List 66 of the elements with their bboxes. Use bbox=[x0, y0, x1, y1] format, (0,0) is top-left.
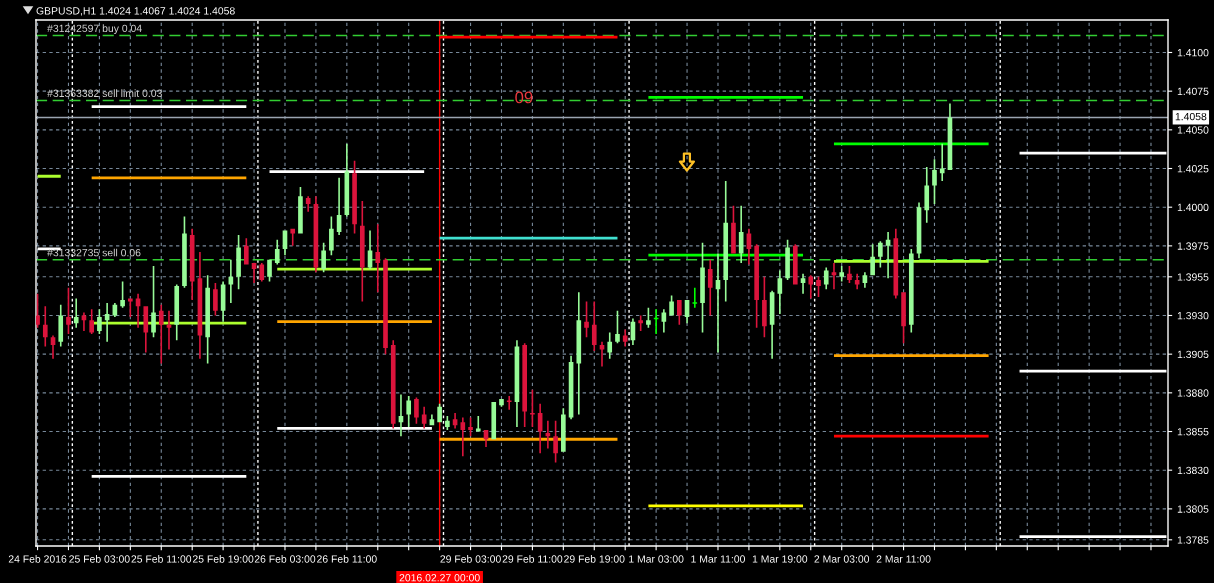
candlestick bbox=[42, 306, 48, 347]
y-tick-label: 1.3905 bbox=[1177, 350, 1209, 359]
candlestick bbox=[104, 303, 110, 342]
candlestick bbox=[135, 293, 141, 328]
candlestick bbox=[576, 292, 582, 415]
x-tick-label: 1 Mar 11:00 bbox=[691, 555, 745, 563]
y-tick-label: 1.3805 bbox=[1177, 505, 1209, 513]
x-tick-label: 25 Feb 19:00 bbox=[192, 555, 254, 563]
y-tick-label: 1.3975 bbox=[1177, 242, 1209, 250]
candlestick bbox=[607, 332, 613, 359]
candlestick bbox=[622, 329, 628, 347]
candlestick bbox=[290, 228, 296, 246]
candlestick bbox=[73, 298, 79, 328]
y-tick-label: 1.4075 bbox=[1177, 87, 1209, 96]
x-tick-label: 26 Feb 11:00 bbox=[317, 555, 377, 563]
ref-line-label: #31242597 buy 0.04 bbox=[47, 24, 142, 35]
y-tick-label: 1.3855 bbox=[1177, 428, 1209, 436]
x-tick-label: 25 Feb 11:00 bbox=[131, 555, 192, 563]
candlestick bbox=[800, 273, 806, 294]
candlestick bbox=[460, 417, 466, 457]
candlestick bbox=[375, 224, 381, 293]
candlestick bbox=[166, 310, 172, 350]
candlestick bbox=[158, 304, 164, 364]
x-tick-label: 1 Mar 03:00 bbox=[629, 555, 684, 563]
text: 2016.02.27 00:00 bbox=[399, 574, 480, 582]
x-tick-label: 2 Mar 03:00 bbox=[814, 555, 870, 563]
chart-title: GBPUSD,H1 1.4024 1.4067 1.4024 1.4058 bbox=[36, 7, 235, 16]
candlestick bbox=[545, 420, 551, 449]
candlestick bbox=[653, 309, 659, 335]
x-tick-label: 29 Feb 19:00 bbox=[564, 555, 625, 563]
x-tick-label: 26 Feb 03:00 bbox=[254, 555, 316, 563]
candlestick bbox=[723, 180, 729, 302]
candlestick bbox=[228, 259, 234, 304]
y-tick-label: 1.3830 bbox=[1177, 466, 1209, 475]
y-tick-label: 1.3880 bbox=[1177, 389, 1209, 397]
x-tick-label: 1 Mar 19:00 bbox=[752, 555, 808, 563]
candlestick bbox=[506, 395, 512, 410]
y-tick-label: 1.4100 bbox=[1177, 48, 1209, 57]
x-tick-label: 2 Mar 11:00 bbox=[876, 555, 931, 563]
candlestick bbox=[939, 143, 945, 181]
candlestick bbox=[591, 301, 597, 352]
candlestick bbox=[715, 253, 721, 353]
ref-line-label: #31332735 sell 0.06 bbox=[47, 248, 141, 257]
y-tick-label: 1.4025 bbox=[1177, 165, 1209, 173]
ref-line-label: 1.4058 bbox=[1175, 112, 1207, 121]
candlestick bbox=[599, 341, 605, 367]
x-tick-label: 29 Feb 03:00 bbox=[440, 555, 501, 563]
y-tick-label: 1.3785 bbox=[1177, 536, 1209, 544]
x-tick-label: 24 Feb 2016 bbox=[8, 555, 67, 563]
candlestick bbox=[738, 205, 744, 263]
candlestick bbox=[707, 259, 713, 316]
candlestick bbox=[885, 231, 891, 279]
x-tick-label: 25 Feb 03:00 bbox=[69, 555, 130, 563]
y-tick-label: 1.3955 bbox=[1177, 273, 1209, 281]
candlestick bbox=[692, 287, 698, 308]
y-tick-label: 1.3930 bbox=[1177, 311, 1209, 320]
x-tick-label: 29 Feb 11:00 bbox=[502, 555, 563, 563]
y-tick-label: 1.4050 bbox=[1177, 126, 1209, 134]
candlestick bbox=[81, 312, 87, 331]
candlestick bbox=[924, 166, 930, 223]
y-tick-label: 1.4000 bbox=[1177, 203, 1209, 212]
candlestick bbox=[831, 262, 837, 290]
candlestick bbox=[808, 275, 814, 299]
candlestick bbox=[398, 394, 404, 437]
candlestick bbox=[475, 416, 481, 432]
ref-line-label: #31363382 sell limit 0.03 bbox=[47, 89, 162, 97]
